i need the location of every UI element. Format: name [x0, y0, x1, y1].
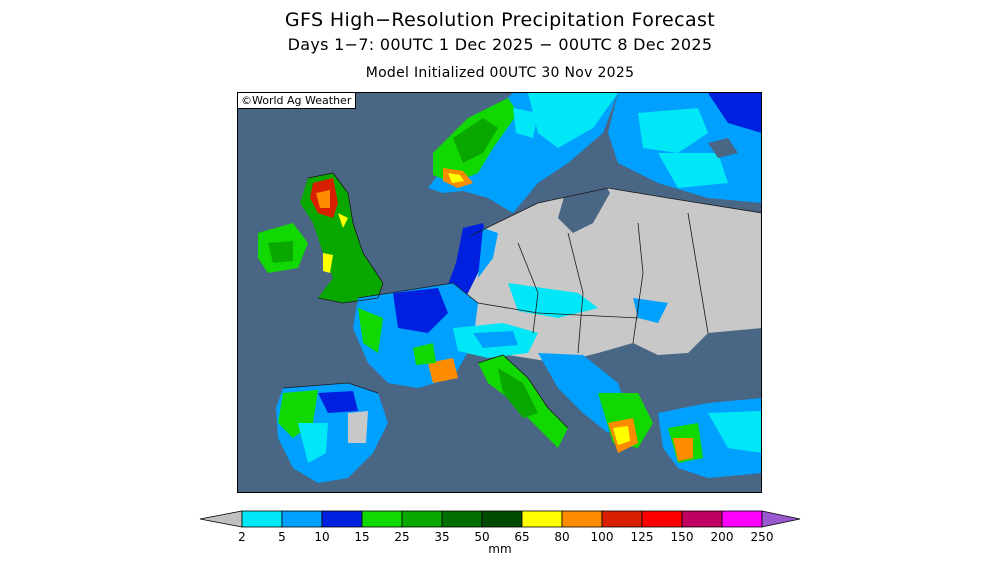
colorbar-bin: [601, 510, 643, 528]
colorbar-bins: [199, 510, 801, 528]
british-isles-precip: [258, 173, 383, 303]
colorbar-bin: [641, 510, 683, 528]
colorbar-bin: [721, 510, 763, 528]
forecast-period: Days 1−7: 00UTC 1 Dec 2025 − 00UTC 8 Dec…: [287, 35, 713, 54]
colorbar-label: 250: [751, 530, 774, 544]
colorbar-bin: [401, 510, 443, 528]
colorbar-label: 150: [671, 530, 694, 544]
colorbar-labels: 2 5 10 15 25 35 50 65 80 100 125 150 200 250: [238, 530, 773, 544]
colorbar-label: 80: [554, 530, 569, 544]
baltic-sea: [558, 173, 610, 233]
precipitation-map: ©World Ag Weather: [237, 92, 762, 493]
colorbar-bin: [441, 510, 483, 528]
colorbar-bin: [481, 510, 523, 528]
colorbar-label: 100: [591, 530, 614, 544]
colorbar-bin: [561, 510, 603, 528]
colorbar-bin: [199, 510, 243, 528]
colorbar-bin: [521, 510, 563, 528]
turkey-precip: [658, 398, 761, 478]
colorbar-bin: [361, 510, 403, 528]
north-sea: [378, 198, 463, 273]
colorbar-bin: [681, 510, 723, 528]
colorbar-bin: [281, 510, 323, 528]
colorbar-label: 65: [514, 530, 529, 544]
copyright-credit: ©World Ag Weather: [238, 93, 357, 109]
alps-precip: [453, 323, 538, 358]
colorbar-bin: [241, 510, 283, 528]
colorbar-bin: [761, 510, 801, 528]
northeast-precip: [608, 93, 761, 203]
map-canvas: [258, 93, 761, 492]
france-precip: [353, 283, 478, 388]
colorbar-label: 25: [394, 530, 409, 544]
model-init-time: Model Initialized 00UTC 30 Nov 2025: [365, 65, 635, 81]
colorbar-label: 35: [434, 530, 449, 544]
colorbar-label: 15: [354, 530, 369, 544]
colorbar-unit: mm: [488, 542, 511, 556]
colorbar-bin: [321, 510, 363, 528]
italy-balkans-precip: [478, 353, 653, 453]
country-borders: [282, 172, 761, 429]
colorbar-label: 5: [278, 530, 286, 544]
colorbar-label: 125: [631, 530, 654, 544]
scandinavia-precip: [428, 93, 618, 213]
iberia-precip: [276, 383, 388, 483]
mediterranean-sea: [378, 393, 648, 492]
chart-title: GFS High−Resolution Precipitation Foreca…: [284, 9, 716, 31]
colorbar-label: 2: [238, 530, 246, 544]
black-sea: [658, 358, 738, 398]
colorbar-label: 200: [711, 530, 734, 544]
colorbar-label: 10: [314, 530, 329, 544]
colorbar-label: 50: [474, 530, 489, 544]
